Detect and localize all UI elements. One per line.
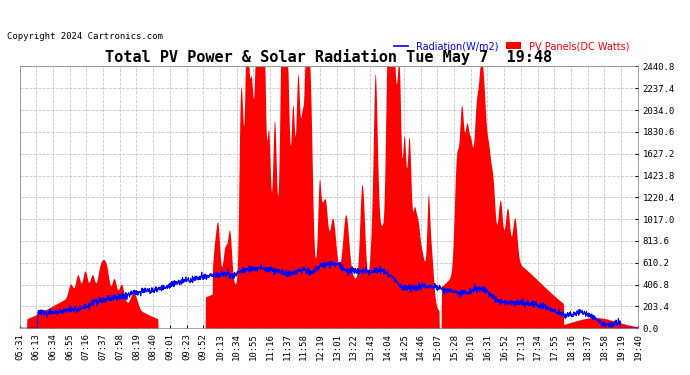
Title: Total PV Power & Solar Radiation Tue May 7  19:48: Total PV Power & Solar Radiation Tue May…: [105, 49, 552, 65]
Text: Copyright 2024 Cartronics.com: Copyright 2024 Cartronics.com: [7, 32, 163, 41]
Legend: Radiation(W/m2), PV Panels(DC Watts): Radiation(W/m2), PV Panels(DC Watts): [390, 37, 633, 55]
